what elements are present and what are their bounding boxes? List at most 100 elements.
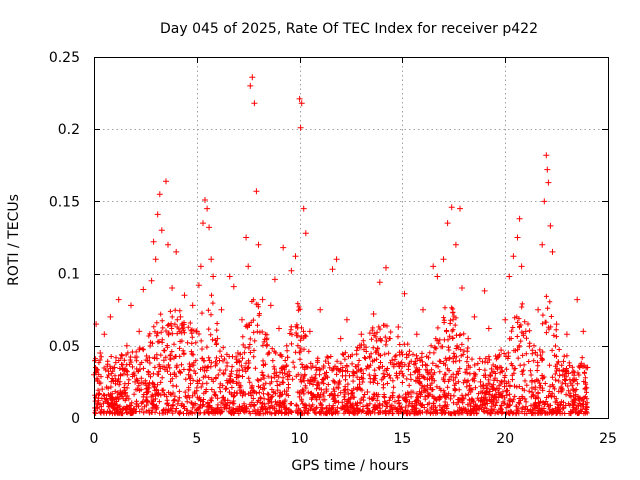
- data-point: [535, 306, 542, 313]
- data-point: [177, 313, 184, 320]
- data-point: [165, 241, 171, 248]
- data-point: [313, 364, 319, 371]
- data-point: [323, 386, 330, 393]
- data-point: [247, 82, 254, 89]
- data-point: [434, 273, 441, 280]
- data-point: [424, 386, 431, 393]
- data-point: [376, 279, 383, 286]
- data-point: [541, 198, 548, 205]
- data-point: [302, 230, 309, 237]
- data-point: [271, 276, 278, 283]
- y-tick-labels: 0 0.05 0.1 0.15 0.2 0.25: [49, 50, 80, 427]
- x-tick-label: 5: [192, 431, 201, 447]
- data-point: [259, 296, 266, 303]
- data-point: [255, 241, 262, 248]
- data-point: [128, 302, 134, 309]
- data-point: [163, 178, 169, 185]
- data-point: [491, 393, 498, 400]
- data-point: [288, 267, 295, 274]
- data-point: [206, 224, 213, 231]
- data-point: [200, 220, 206, 227]
- data-point: [358, 331, 365, 338]
- data-point: [343, 316, 350, 323]
- plot-frame: [94, 57, 609, 419]
- data-point: [459, 285, 465, 291]
- data-point: [543, 152, 550, 159]
- data-point: [471, 313, 478, 320]
- chart-title: Day 045 of 2025, Rate Of TEC Index for r…: [160, 21, 538, 37]
- data-point: [95, 397, 102, 404]
- data-point: [510, 253, 517, 260]
- data-point: [465, 335, 472, 342]
- data-point: [105, 400, 112, 407]
- y-tick-label: 0.25: [49, 50, 80, 66]
- data-point: [570, 386, 576, 393]
- data-point: [204, 205, 211, 212]
- data-point: [99, 386, 106, 393]
- data-point: [243, 234, 250, 241]
- data-point: [481, 287, 488, 294]
- data-point: [563, 331, 570, 338]
- data-point: [251, 100, 258, 107]
- data-point: [549, 248, 556, 255]
- data-point: [559, 371, 566, 378]
- data-point: [444, 220, 451, 227]
- data-point: [148, 277, 155, 284]
- data-point: [420, 306, 426, 313]
- data-point: [440, 256, 447, 263]
- data-point: [452, 241, 459, 248]
- x-tick-label: 25: [599, 431, 617, 447]
- x-tick-labels: 0 5 10 15 20 25: [90, 431, 617, 447]
- data-point: [280, 244, 287, 251]
- x-tick-label: 10: [291, 431, 309, 447]
- data-point: [101, 331, 108, 338]
- data-point: [107, 313, 114, 320]
- data-point: [547, 222, 554, 229]
- data-point: [477, 378, 484, 385]
- data-point: [208, 256, 215, 263]
- y-tick-label: 0.2: [58, 122, 80, 138]
- y-tick-label: 0.15: [49, 194, 80, 210]
- data-point: [193, 328, 200, 335]
- data-point: [337, 335, 344, 342]
- background-scatter-marks: [92, 292, 590, 417]
- data-point: [123, 342, 130, 349]
- data-point: [539, 241, 546, 248]
- x-tick-label: 0: [90, 431, 99, 447]
- data-point: [222, 386, 229, 393]
- data-point: [485, 325, 492, 332]
- data-point: [516, 215, 523, 222]
- data-point: [506, 273, 513, 280]
- data-point: [234, 350, 241, 356]
- data-point: [249, 74, 256, 81]
- data-point: [296, 95, 303, 102]
- data-point: [297, 124, 304, 131]
- data-point: [226, 273, 233, 280]
- x-tick-label: 15: [393, 431, 411, 447]
- data-point: [580, 328, 587, 335]
- data-point: [401, 290, 408, 297]
- y-tick-label: 0.05: [49, 339, 80, 355]
- axis-ticks: [94, 57, 609, 419]
- data-point: [544, 166, 551, 173]
- data-point: [298, 100, 305, 107]
- data-point: [195, 282, 202, 289]
- data-point: [545, 179, 552, 186]
- data-point: [210, 273, 217, 280]
- data-point: [267, 302, 274, 309]
- data-point: [218, 306, 225, 313]
- y-axis-label: ROTI / TECUs: [6, 194, 22, 286]
- data-point: [502, 316, 509, 323]
- data-point: [389, 357, 396, 364]
- data-point: [383, 264, 389, 271]
- data-point: [245, 263, 252, 270]
- x-axis-label: GPS time / hours: [291, 458, 408, 474]
- data-point: [173, 248, 180, 255]
- data-point: [430, 263, 437, 270]
- data-point: [276, 325, 282, 332]
- data-point: [156, 191, 163, 198]
- data-point: [370, 311, 377, 317]
- data-point: [119, 393, 126, 400]
- background-scatter: [92, 292, 590, 417]
